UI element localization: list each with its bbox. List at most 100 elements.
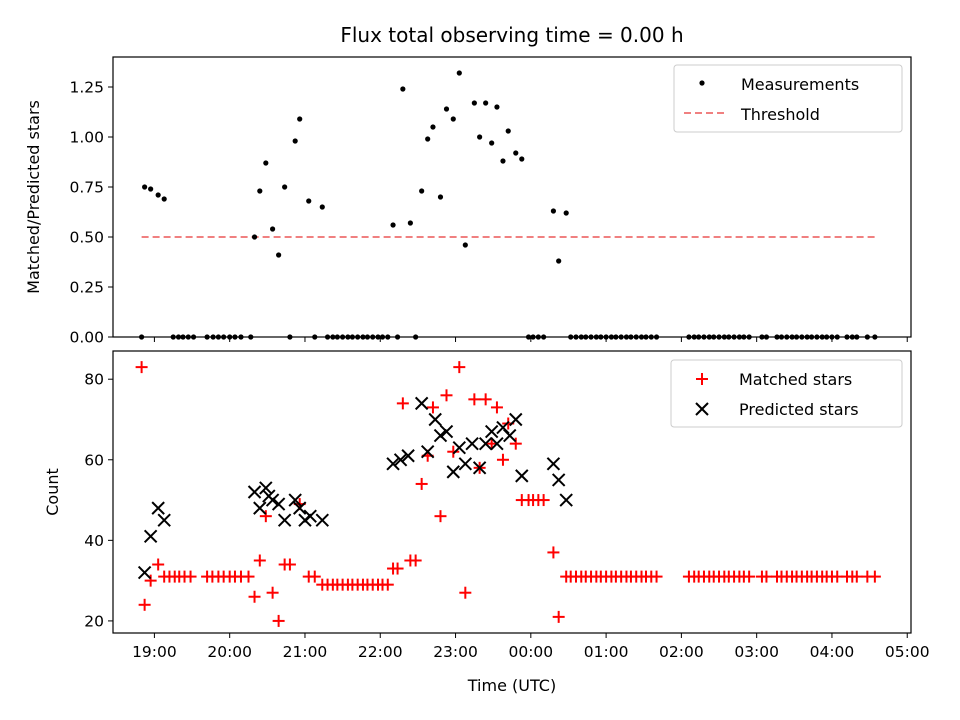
measurement-point: [556, 258, 562, 264]
bottom-y-tick-label: 20: [84, 612, 104, 630]
measurement-point: [248, 334, 254, 340]
predicted-star-point: [247, 485, 262, 499]
legend-predicted-marker: [695, 402, 709, 416]
matched-star-point: [552, 610, 565, 623]
measurement-point: [691, 334, 697, 340]
matched-star-point: [391, 562, 404, 575]
top-y-tick-label: 1.00: [69, 129, 104, 147]
top-y-tick-label: 0.25: [69, 279, 104, 297]
matched-star-point: [650, 570, 663, 583]
predicted-star-point: [277, 513, 292, 527]
measurement-point: [763, 334, 770, 340]
measurement-point: [390, 222, 396, 228]
measurement-point: [148, 186, 154, 192]
measurement-point: [355, 334, 361, 340]
measurement-point: [292, 138, 298, 144]
measurement-point: [349, 334, 355, 340]
matched-star-point: [144, 574, 157, 587]
bottom-y-tick-label: 60: [84, 451, 104, 469]
measurement-point: [613, 334, 619, 340]
measurement-point: [370, 334, 376, 340]
predicted-star-point: [315, 513, 329, 527]
predicted-star-point: [433, 428, 448, 443]
measurement-point: [400, 86, 406, 92]
measurement-point: [628, 334, 634, 340]
predicted-star-point: [292, 501, 307, 515]
matched-star-point: [509, 437, 522, 450]
measurement-point: [759, 334, 765, 340]
measurement-point: [864, 334, 870, 340]
measurement-point: [210, 334, 216, 340]
predicted-star-point: [428, 412, 442, 427]
measurement-point: [716, 334, 722, 340]
measurement-point: [541, 334, 547, 340]
measurement-point: [505, 128, 511, 134]
measurement-point: [578, 334, 584, 340]
predicted-star-point: [503, 428, 517, 443]
measurement-point: [696, 334, 702, 340]
x-tick-label: 03:00: [734, 643, 779, 661]
measurement-point: [287, 334, 293, 340]
measurement-point: [456, 70, 462, 76]
measurement-point: [437, 194, 444, 200]
measurement-point: [799, 334, 805, 340]
matched-star-point: [868, 570, 881, 583]
measurement-point: [653, 334, 660, 340]
predicted-star-point: [484, 424, 499, 439]
predicted-star-point: [509, 412, 523, 427]
measurement-point: [139, 334, 145, 340]
x-tick-label: 20:00: [207, 643, 252, 661]
matched-star-point: [440, 389, 453, 402]
matched-star-point: [447, 445, 460, 458]
measurement-point: [155, 192, 161, 198]
measurement-point: [425, 136, 431, 142]
measurement-point: [793, 334, 800, 340]
measurement-point: [731, 334, 737, 340]
x-tick-label: 23:00: [433, 643, 478, 661]
matched-star-point: [266, 586, 279, 599]
bottom-y-axis-label: Count: [43, 468, 62, 516]
predicted-star-point: [414, 396, 429, 411]
bottom-y-tick-label: 40: [84, 532, 104, 550]
x-tick-label: 19:00: [132, 643, 177, 661]
matched-star-point: [283, 558, 296, 571]
matched-star-point: [490, 401, 503, 414]
matched-star-point: [253, 554, 266, 567]
measurement-point: [623, 334, 630, 340]
measurement-point: [340, 334, 346, 340]
measurement-point: [593, 334, 599, 340]
measurement-point: [535, 334, 541, 340]
x-tick-label: 02:00: [659, 643, 704, 661]
measurement-point: [430, 124, 436, 130]
measurement-point: [450, 116, 456, 122]
measurement-point: [379, 334, 386, 340]
measurement-point: [345, 334, 351, 340]
measurement-point: [263, 160, 269, 166]
measurement-point: [360, 334, 366, 340]
measurement-point: [711, 334, 717, 340]
measurement-point: [726, 334, 732, 340]
matched-star-point: [308, 570, 321, 583]
predicted-star-point: [478, 436, 493, 451]
matched-star-point: [396, 397, 409, 410]
predicted-star-point: [559, 493, 573, 507]
measurement-point: [190, 334, 197, 340]
measurement-point: [375, 334, 381, 340]
measurement-point: [306, 198, 312, 204]
bottom-y-tick-label: 80: [84, 371, 104, 389]
predicted-star-point: [265, 493, 280, 507]
bottom-legend-box: [670, 359, 903, 428]
predicted-star-point: [288, 493, 302, 507]
measurement-point: [824, 334, 830, 340]
measurement-point: [170, 334, 176, 340]
measurement-point: [706, 334, 712, 340]
predicted-star-point: [472, 461, 487, 475]
x-tick-label: 00:00: [508, 643, 553, 661]
measurement-point: [494, 104, 500, 110]
matched-star-point: [152, 558, 165, 571]
measurement-point: [443, 106, 450, 112]
measurement-point: [257, 188, 263, 194]
measurement-point: [270, 226, 276, 232]
predicted-star-point: [157, 513, 171, 527]
legend-threshold-label: Threshold: [740, 105, 820, 124]
